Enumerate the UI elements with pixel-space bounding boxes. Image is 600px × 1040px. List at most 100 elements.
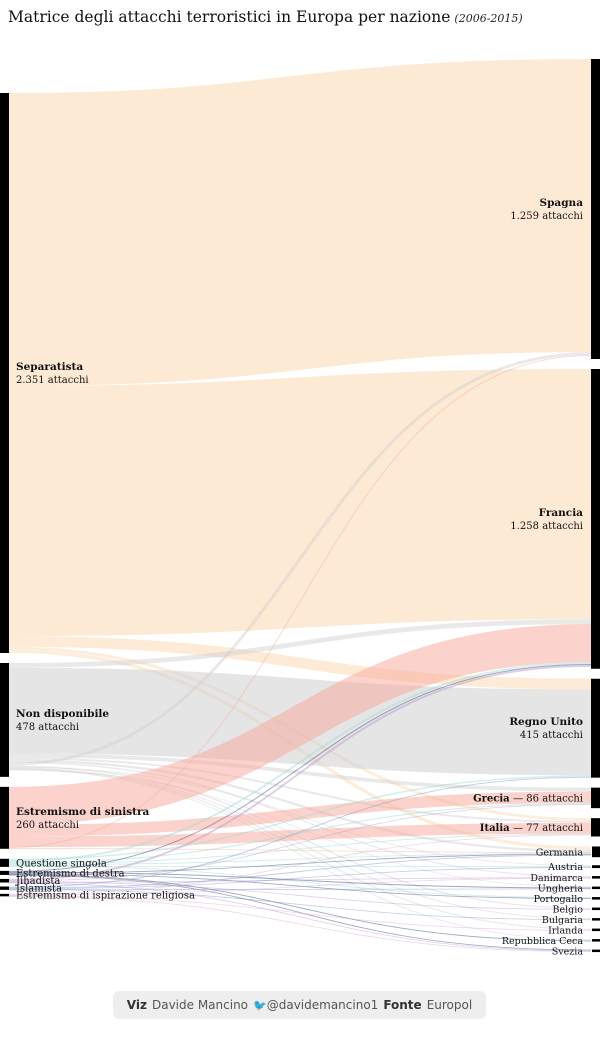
flow-separatista-francia xyxy=(8,369,592,637)
target-name-belgio: Belgio xyxy=(553,904,584,915)
flow-questione-singola-francia xyxy=(8,662,592,863)
source-label: Fonte xyxy=(383,998,422,1012)
flow-non-disponibile-bulgaria xyxy=(8,767,592,920)
flow-estremismo-di-destra-repubblica-ceca xyxy=(8,874,592,942)
flow-non-disponibile-francia xyxy=(8,619,592,668)
target-name-germania: Germania xyxy=(536,847,584,858)
target-name-repubblica-ceca: Repubblica Ceca xyxy=(502,936,583,947)
flow-questione-singola-italia xyxy=(8,833,592,865)
flow-islamista-germania xyxy=(8,854,592,889)
source-bar-estremismo-di-destra xyxy=(0,870,9,875)
flow-non-disponibile-germania xyxy=(8,759,592,853)
sankey-chart: Separatista 2.351 attacchi Non disponibile… xyxy=(0,59,600,957)
flow-jihadista-belgio xyxy=(8,881,592,910)
target-bar-repubblica-ceca xyxy=(592,939,600,942)
target-name-svezia: Svezia xyxy=(552,946,584,957)
target-bar-danimarca xyxy=(592,876,600,879)
source-bar-questione-singola xyxy=(0,858,9,867)
target-bar-austria xyxy=(592,865,600,869)
flow-estremismo-di-ispirazione-religiosa-irlanda xyxy=(8,895,592,931)
target-bar-francia xyxy=(591,369,600,669)
flow-jihadista-svezia xyxy=(8,882,592,952)
flow-questione-singola-germania xyxy=(8,852,592,866)
twitter-bird-icon: 🐦 xyxy=(253,998,267,1012)
flow-islamista-austria xyxy=(8,867,592,890)
chart-subtitle: (2006-2015) xyxy=(454,12,523,25)
flow-estremismo-di-ispirazione-religiosa-svezia xyxy=(8,896,592,953)
flow-estremismo-di-destra-portogallo xyxy=(8,873,592,899)
target-name-portogallo: Portogallo xyxy=(534,894,584,905)
source-name-non-disponibile: Non disponibile xyxy=(16,708,109,720)
viz-label: Viz xyxy=(126,998,147,1012)
target-bar-bulgaria xyxy=(592,918,600,921)
source-name-estremismo-di-ispirazione-religiosa: Estremismo di ispirazione religiosa xyxy=(16,891,195,902)
target-name-bulgaria: Bulgaria xyxy=(542,915,583,926)
target-bar-italia xyxy=(591,818,600,837)
target-name-francia: Francia xyxy=(539,507,584,519)
flow-non-disponibile-grecia xyxy=(8,753,592,792)
chart-title: Matrice degli attacchi terroristici in E… xyxy=(8,8,523,26)
target-bar-portogallo xyxy=(592,897,600,900)
target-bar-svezia xyxy=(592,949,600,953)
credits-bar: Viz Davide Mancino 🐦 @davidemancino1 Fon… xyxy=(113,991,486,1019)
target-bar-irlanda xyxy=(592,928,600,932)
flow-estremismo-di-sinistra-spagna xyxy=(8,354,592,849)
source-value-estremismo-di-sinistra: 260 attacchi xyxy=(16,820,79,831)
target-bar-regno-unito xyxy=(591,678,600,778)
flow-jihadista-francia xyxy=(8,664,592,881)
target-name-austria: Austria xyxy=(547,862,583,873)
flow-jihadista-grecia xyxy=(8,803,592,882)
target-label-grecia: Grecia — 86 attacchi xyxy=(473,793,583,804)
labels-layer: Separatista 2.351 attacchi Non disponibile… xyxy=(15,197,583,957)
flow-estremismo-di-destra-svezia xyxy=(8,874,592,951)
flow-estremismo-di-destra-francia xyxy=(8,663,592,872)
source-bar-islamista xyxy=(0,886,9,890)
flow-separatista-regno-unito xyxy=(8,636,592,690)
flow-non-disponibile-ungheria xyxy=(8,769,592,888)
flow-estremismo-di-ispirazione-religiosa-italia xyxy=(8,834,592,895)
target-bar-belgio xyxy=(592,907,600,911)
flow-non-disponibile-spagna xyxy=(8,352,592,766)
source-name-questione-singola: Questione singola xyxy=(16,858,107,869)
flow-questione-singola-regno-unito xyxy=(8,775,592,861)
target-bar-grecia xyxy=(591,787,600,809)
source-bar-jihadista xyxy=(0,878,9,883)
target-name-danimarca: Danimarca xyxy=(530,873,583,884)
flow-separatista-spagna xyxy=(8,59,592,387)
flow-islamista-regno-unito xyxy=(8,776,592,888)
target-label-italia: Italia — 77 attacchi xyxy=(480,823,583,834)
source-value: Europol xyxy=(426,998,473,1012)
chart-title-main: Matrice degli attacchi terroristici in E… xyxy=(8,8,451,26)
flow-estremismo-di-destra-germania xyxy=(8,853,592,874)
target-bar-ungheria xyxy=(592,886,600,890)
nodes-layer xyxy=(0,59,600,953)
source-name-estremismo-di-destra: Estremismo di destra xyxy=(16,868,125,879)
flow-estremismo-di-sinistra-italia xyxy=(8,822,592,848)
flow-questione-singola-portogallo xyxy=(8,865,592,898)
target-value-regno-unito: 415 attacchi xyxy=(520,730,583,741)
source-name-islamista: Islamista xyxy=(16,884,62,895)
viz-author: Davide Mancino xyxy=(151,998,249,1012)
flow-jihadista-danimarca xyxy=(8,877,592,883)
flows-layer xyxy=(8,59,592,953)
source-bar-non-disponibile xyxy=(0,663,9,777)
flow-estremismo-di-sinistra-germania xyxy=(8,848,592,853)
flow-estremismo-di-ispirazione-religiosa-danimarca xyxy=(8,877,592,896)
source-value-separatista: 2.351 attacchi xyxy=(16,375,89,386)
target-name-spagna: Spagna xyxy=(539,197,583,209)
flow-islamista-bulgaria xyxy=(8,888,592,921)
source-name-separatista: Separatista xyxy=(16,361,83,373)
target-name-ungheria: Ungheria xyxy=(538,883,584,894)
source-bar-separatista xyxy=(0,93,9,653)
target-bar-spagna xyxy=(591,59,600,359)
flow-estremismo-di-sinistra-francia xyxy=(8,623,592,825)
twitter-handle[interactable]: @davidemancino1 xyxy=(266,998,379,1012)
target-name-irlanda: Irlanda xyxy=(548,925,583,936)
flow-estremismo-di-sinistra-grecia xyxy=(8,791,592,837)
target-name-regno-unito: Regno Unito xyxy=(509,716,583,728)
target-value-spagna: 1.259 attacchi xyxy=(510,211,583,222)
source-name-estremismo-di-sinistra: Estremismo di sinistra xyxy=(16,806,150,818)
source-bar-estremismo-di-sinistra xyxy=(0,786,9,849)
flow-estremismo-di-destra-ungheria xyxy=(8,871,592,889)
source-name-jihadista: Jihadista xyxy=(15,876,60,887)
